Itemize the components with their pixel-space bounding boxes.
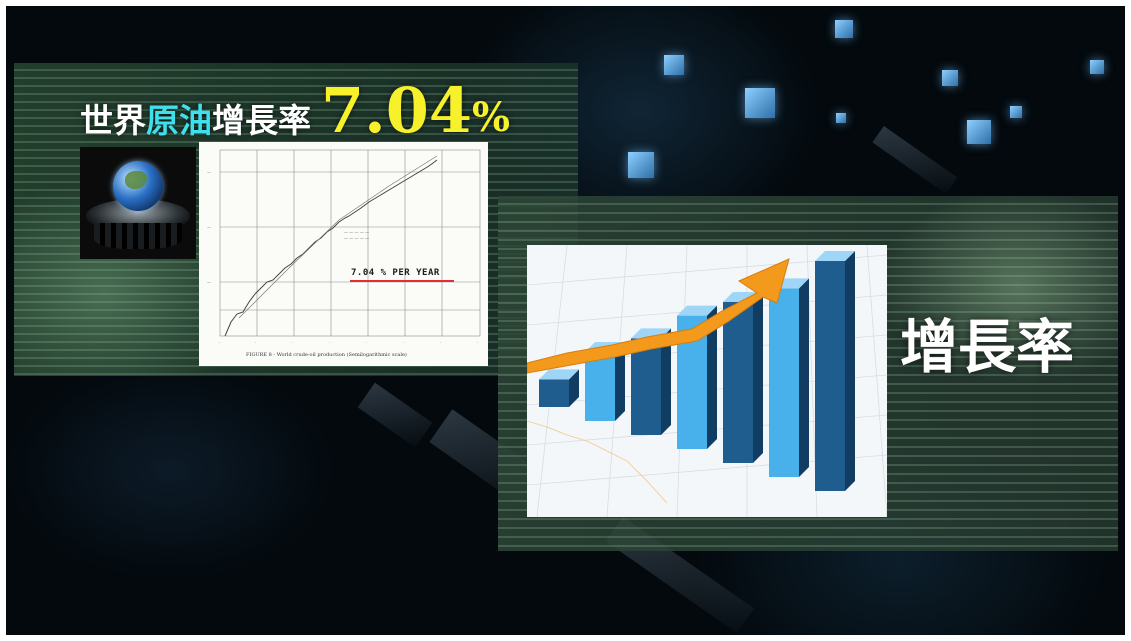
svg-text:— — — — —: — — — — —	[344, 236, 369, 241]
svg-text:— — — — —: — — — — —	[344, 230, 369, 235]
growth-bar-graphic	[527, 245, 887, 517]
globe-land	[125, 171, 147, 189]
bar-top	[677, 305, 717, 316]
svg-text:·: ·	[292, 340, 293, 345]
svg-text:·: ·	[440, 340, 441, 345]
glowing-cube	[1090, 60, 1104, 74]
handwritten-rate-note: 7.04 % PER YEAR	[351, 268, 440, 278]
bar-front	[539, 379, 569, 407]
semilog-graph-paper: — — — — — — — — — — — — — · · · · · · · ·	[199, 142, 488, 366]
glowing-cube	[836, 113, 846, 123]
bar-top	[815, 251, 855, 261]
bar-front	[585, 352, 615, 421]
bar-side	[661, 328, 671, 435]
glowing-cube	[664, 55, 684, 75]
oil-growth-title: 世界 原油 增長率 7.04 %	[80, 78, 510, 142]
glowing-cube	[1010, 106, 1022, 118]
globe-oil-icon	[80, 147, 196, 259]
bar-front	[815, 261, 845, 491]
svg-text:·: ·	[255, 340, 256, 345]
svg-text:—: —	[207, 280, 211, 285]
red-underline	[350, 280, 454, 282]
bar-front	[723, 302, 753, 463]
bar-front	[631, 338, 661, 435]
bar-side	[569, 369, 579, 407]
glass-shard	[872, 125, 958, 195]
bar-side	[707, 305, 717, 449]
title-crude-oil: 原油	[146, 101, 212, 140]
glowing-cube	[628, 152, 654, 178]
growth-arrow-icon	[527, 258, 790, 374]
bar-front	[769, 288, 799, 477]
bars-group	[539, 251, 855, 491]
graph-paper-drawing: — — — — — — — — — — — — — · · · · · · · ·	[207, 149, 481, 345]
figure-caption: FIGURE 8 - World crude-oil production (S…	[246, 352, 407, 358]
glowing-cube	[835, 20, 853, 38]
glowing-cube	[942, 70, 958, 86]
svg-text:—: —	[207, 170, 211, 175]
bar-top	[539, 369, 579, 380]
svg-text:—: —	[207, 225, 211, 230]
title-percent-sign: %	[472, 94, 511, 141]
growth-bar-chart-photo	[527, 245, 887, 517]
title-world: 世界	[80, 101, 146, 140]
title-growth-rate: 增長率	[212, 101, 311, 140]
bar-side	[845, 251, 855, 491]
growth-rate-heading: 增長率	[900, 313, 1075, 381]
bar-side	[753, 292, 763, 463]
glowing-cube	[745, 88, 775, 118]
svg-text:·: ·	[477, 340, 478, 345]
svg-text:·: ·	[329, 340, 330, 345]
svg-text:·: ·	[366, 340, 367, 345]
bar-side	[615, 342, 625, 421]
oil-drips	[94, 223, 182, 249]
svg-text:·: ·	[403, 340, 404, 345]
title-rate-value: 7.04	[321, 74, 473, 147]
svg-text:·: ·	[219, 340, 220, 345]
glass-shard	[357, 382, 433, 448]
glowing-cube	[967, 120, 991, 144]
bar-side	[799, 278, 809, 477]
